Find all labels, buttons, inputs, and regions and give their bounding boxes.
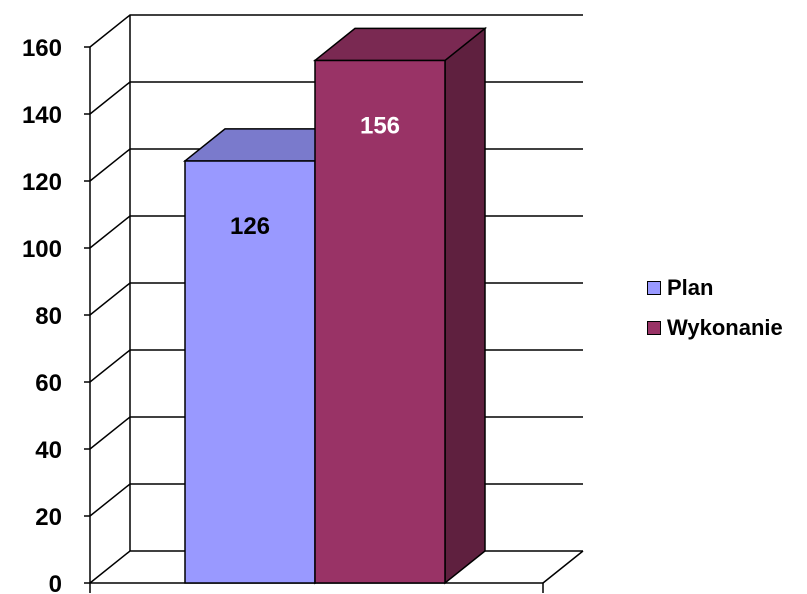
- bar-top-wykonanie: [312, 27, 488, 62]
- floor-right-edge: [542, 550, 584, 584]
- y-tick-label-20: 20: [35, 504, 62, 531]
- y-tick-label-0: 0: [49, 571, 62, 594]
- y-tick-label-160: 160: [22, 35, 62, 62]
- y-tick-label-80: 80: [35, 303, 62, 330]
- bar-front-wykonanie: [314, 59, 446, 584]
- legend-swatch-wykonanie: [647, 321, 661, 335]
- y-tick-label-140: 140: [22, 102, 62, 129]
- legend: Plan Wykonanie: [647, 275, 783, 355]
- data-label-plan: 126: [230, 213, 270, 240]
- gridline-160: [89, 14, 583, 48]
- legend-label-plan: Plan: [667, 275, 714, 300]
- bar-side-wykonanie: [444, 26, 486, 585]
- bars: [182, 26, 488, 585]
- data-label-wykonanie: 156: [360, 112, 400, 139]
- y-tick-label-100: 100: [22, 236, 62, 263]
- legend-item-plan: Plan: [647, 275, 783, 301]
- legend-item-wykonanie: Wykonanie: [647, 315, 783, 341]
- y-tick-label-40: 40: [35, 437, 62, 464]
- y-axis-ticks: 0 20 40 60 80 100 120 140 160: [22, 35, 544, 594]
- data-labels: 126 156: [230, 112, 400, 240]
- legend-swatch-plan: [647, 281, 661, 295]
- y-tick-label-60: 60: [35, 370, 62, 397]
- bar-wykonanie: [312, 26, 488, 585]
- legend-label-wykonanie: Wykonanie: [667, 315, 783, 340]
- y-tick-label-120: 120: [22, 169, 62, 196]
